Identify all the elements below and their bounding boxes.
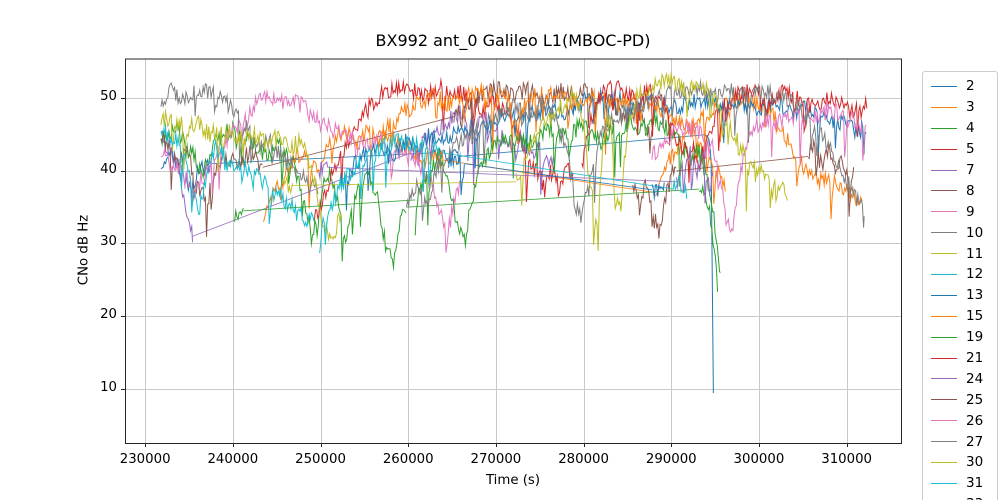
legend-label: 9: [966, 203, 975, 220]
chart-title: BX992 ant_0 Galileo L1(MBOC-PD): [375, 31, 651, 50]
legend-line-sample: [931, 253, 957, 255]
legend-label: 5: [966, 141, 975, 158]
legend-label: 7: [966, 162, 975, 178]
legend-line-sample: [931, 148, 957, 150]
legend-entry: 25: [923, 389, 997, 410]
legend-entry: 7: [923, 160, 997, 181]
legend-line-sample: [931, 357, 957, 359]
legend-entry: 11: [923, 243, 997, 264]
x-tick-label: 280000: [558, 452, 609, 467]
legend-line-sample: [931, 169, 957, 171]
y-tick-label: 20: [100, 307, 117, 323]
legend-entry: 21: [923, 348, 997, 369]
x-axis-label: Time (s): [485, 473, 541, 488]
legend-line-sample: [931, 294, 957, 296]
legend-entry: 5: [923, 139, 997, 160]
legend-line-sample: [931, 273, 957, 275]
x-tick-label: 290000: [645, 452, 697, 467]
legend-entry: 31: [923, 473, 997, 494]
legend-label: 33: [966, 496, 983, 500]
legend-line-sample: [931, 106, 957, 108]
legend-label: 19: [966, 329, 984, 346]
legend-line-sample: [931, 232, 957, 234]
legend-entry: 4: [923, 118, 997, 139]
legend-line-sample: [931, 461, 957, 463]
legend-label: 15: [966, 308, 984, 325]
legend-label: 26: [966, 412, 984, 429]
legend-line-sample: [931, 336, 957, 338]
y-tick-label: 10: [100, 379, 117, 395]
legend: 2 3 4 5 7 8 9 10 11 12 13 15 19 21 24 25 26 27 30 31 33: [922, 71, 998, 500]
legend-entry: 9: [923, 201, 997, 222]
legend-entry: 33: [923, 494, 997, 500]
legend-entry: 30: [923, 452, 997, 473]
x-tick-label: 300000: [733, 452, 785, 467]
legend-label: 13: [966, 287, 984, 304]
legend-entry: 15: [923, 306, 997, 327]
legend-entry: 8: [923, 180, 997, 201]
legend-label: 31: [966, 475, 984, 492]
legend-label: 27: [966, 433, 984, 450]
legend-label: 25: [966, 391, 984, 408]
y-tick-label: 50: [100, 89, 117, 105]
legend-label: 24: [966, 370, 984, 387]
x-tick-label: 270000: [470, 452, 522, 467]
y-axis-label: CNo dB Hz: [76, 214, 92, 286]
legend-entry: 26: [923, 410, 997, 431]
x-tick-label: 240000: [207, 452, 259, 467]
legend-entry: 3: [923, 97, 997, 118]
legend-label: 8: [966, 182, 975, 199]
legend-line-sample: [931, 441, 957, 443]
x-tick-label: 230000: [119, 452, 171, 467]
x-tick-label: 310000: [821, 452, 872, 467]
legend-line-sample: [931, 420, 957, 422]
legend-line-sample: [931, 190, 957, 192]
x-tick-label: 260000: [382, 452, 434, 467]
legend-line-sample: [931, 211, 957, 213]
legend-line-sample: [931, 399, 957, 401]
legend-label: 10: [966, 224, 984, 241]
y-tick-label: 30: [100, 234, 117, 250]
legend-entry: 27: [923, 431, 997, 452]
legend-entry: 2: [923, 76, 997, 97]
legend-line-sample: [931, 378, 957, 380]
legend-entry: 10: [923, 222, 997, 243]
legend-entry: 13: [923, 285, 997, 306]
legend-entry: 12: [923, 264, 997, 285]
legend-line-sample: [931, 482, 957, 484]
legend-line-sample: [931, 85, 957, 87]
legend-label: 4: [966, 120, 975, 137]
legend-entry: 19: [923, 327, 997, 348]
legend-line-sample: [931, 127, 957, 129]
x-tick-label: 250000: [295, 452, 346, 467]
legend-label: 3: [966, 99, 975, 116]
legend-line-sample: [931, 315, 957, 317]
legend-entry: 24: [923, 368, 997, 389]
legend-label: 11: [966, 245, 984, 262]
y-tick-label: 40: [100, 161, 117, 177]
legend-label: 21: [966, 350, 984, 367]
legend-label: 2: [966, 78, 975, 95]
legend-label: 12: [966, 266, 984, 283]
legend-label: 30: [966, 454, 984, 471]
